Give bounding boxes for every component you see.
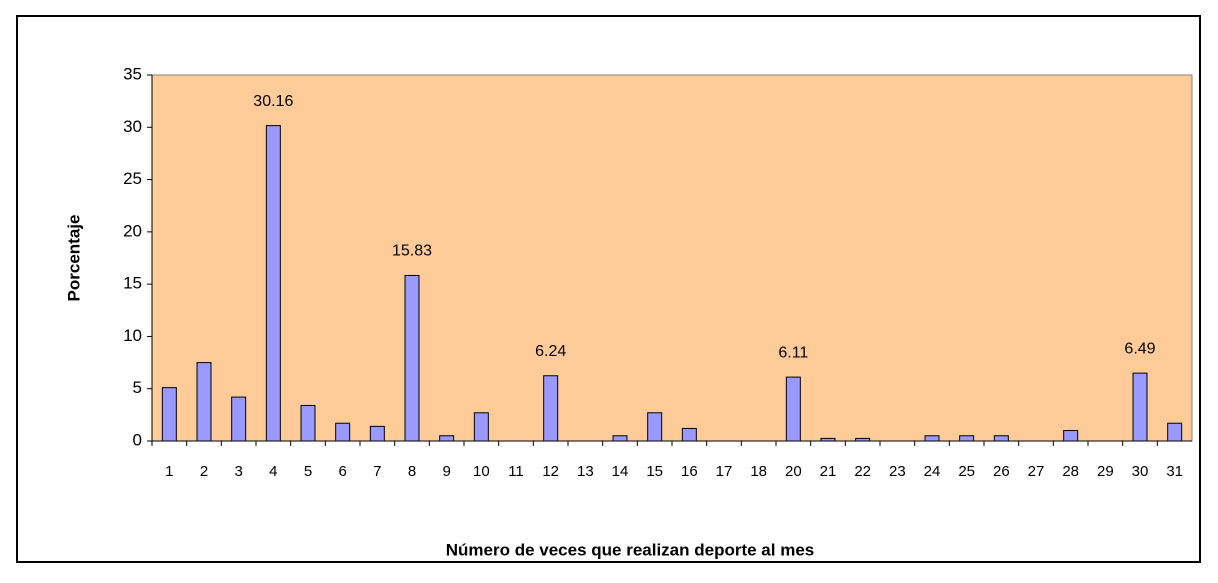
data-label: 6.24 [535,343,566,360]
bar [1132,372,1148,442]
bar [231,396,247,442]
bar [1167,422,1183,442]
x-tick-label: 22 [854,463,871,480]
data-label: 15.83 [392,243,432,260]
y-tick-label: 30 [123,117,142,136]
x-tick-label: 12 [542,463,559,480]
x-tick-label: 31 [1166,463,1183,480]
plot-area [151,74,1193,442]
y-tick-label: 35 [123,64,142,83]
bar [855,437,871,442]
x-tick-label: 7 [373,463,381,480]
x-tick-label: 17 [716,463,733,480]
x-tick-label: 4 [269,463,277,480]
bar [161,387,177,442]
x-tick-label: 16 [681,463,698,480]
bar [820,437,836,442]
bar [543,375,559,442]
bar [647,412,663,442]
x-tick-label: 24 [924,463,941,480]
x-tick-label: 13 [577,463,594,480]
bar [369,425,385,442]
bar [959,435,975,442]
y-tick-label: 5 [133,378,142,397]
x-tick-label: 25 [958,463,975,480]
x-tick-label: 9 [442,463,450,480]
bar [196,362,212,442]
data-label: 6.49 [1124,340,1155,357]
y-axis-label: Porcentaje [64,215,83,302]
x-tick-label: 26 [993,463,1010,480]
x-tick-label: 6 [338,463,346,480]
x-tick-label: 29 [1097,463,1114,480]
x-axis-label: Número de veces que realizan deporte al … [446,540,814,559]
x-tick-label: 14 [612,463,629,480]
bar [612,435,628,442]
bar [439,435,455,442]
x-tick-label: 20 [785,463,802,480]
x-tick-label: 8 [408,463,416,480]
bar [404,274,420,442]
data-label: 6.11 [778,344,808,361]
x-tick-label: 3 [234,463,242,480]
data-label: 30.16 [253,93,293,110]
y-tick-label: 20 [123,221,142,240]
x-tick-label: 2 [200,463,208,480]
x-tick-label: 15 [646,463,663,480]
x-tick-label: 30 [1132,463,1149,480]
y-tick-label: 0 [133,430,142,449]
y-tick-label: 15 [123,274,142,293]
bar [473,412,489,442]
y-tick-label: 10 [123,326,142,345]
bar [265,125,281,442]
x-tick-label: 18 [750,463,767,480]
x-tick-label: 21 [820,463,837,480]
x-tick-label: 27 [1028,463,1045,480]
bar [924,435,940,442]
bar [785,376,801,442]
bar [300,404,316,442]
bar [1063,430,1079,442]
x-tick-label: 23 [889,463,906,480]
bar [681,427,697,442]
bar [993,435,1009,442]
x-tick-label: 10 [473,463,490,480]
bar [335,422,351,442]
y-tick-label: 25 [123,169,142,188]
x-tick-label: 5 [304,463,312,480]
x-tick-label: 1 [165,463,173,480]
x-tick-label: 28 [1062,463,1079,480]
x-tick-label: 11 [508,463,524,480]
